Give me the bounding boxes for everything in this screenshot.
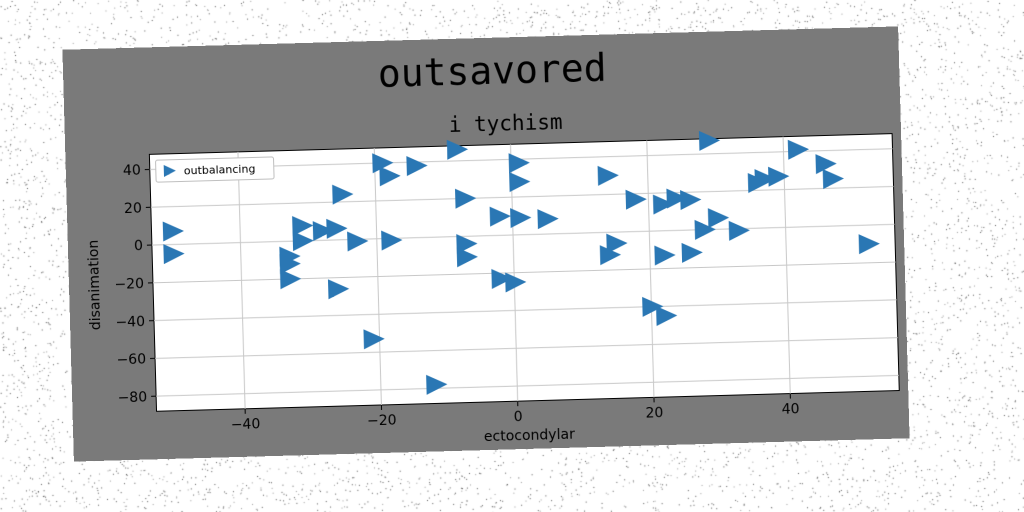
scatter-point [606, 233, 628, 254]
y-tick-label: 0 [134, 238, 143, 254]
scatter-point [279, 254, 301, 275]
chart-title: i tychism [448, 110, 562, 137]
grid-line-y [150, 186, 894, 208]
grid-line-y [153, 299, 897, 322]
scatter-point [363, 329, 385, 350]
legend-marker [163, 164, 176, 177]
scatter-point [372, 153, 394, 174]
scatter-point [858, 234, 880, 255]
scatter-point [426, 374, 448, 395]
scatter-point [652, 194, 675, 215]
scatter-point [446, 139, 469, 160]
y-tick-label: −60 [116, 352, 146, 369]
scatter-point [279, 269, 302, 290]
scatter-point [163, 244, 185, 265]
scatter-point [379, 166, 401, 187]
scatter-point [508, 153, 530, 174]
scatter-point [642, 296, 664, 317]
scatter-point [456, 247, 478, 268]
x-tick-label: 0 [513, 409, 522, 425]
y-axis-label: disanimation [86, 240, 105, 331]
data-markers [162, 130, 880, 395]
y-tick-label: 20 [124, 201, 142, 217]
scatter-point [768, 166, 790, 187]
scatter-point [347, 231, 369, 252]
scatter-point [754, 169, 776, 190]
scatter-point [656, 306, 678, 327]
scatter-point [698, 130, 721, 151]
scatter-point [599, 245, 622, 266]
scatter-point [292, 231, 314, 252]
x-tick-label: −40 [231, 416, 261, 433]
scatter-chart: outsavored i tychism −40 −20 0 20 40−80−60−4… [86, 46, 900, 446]
grid-line-y [155, 337, 898, 359]
scatter-point [728, 220, 750, 241]
scatter-point [694, 219, 716, 240]
y-tick-label: −20 [114, 276, 144, 293]
x-tick-label: −20 [367, 413, 397, 430]
scatter-point [787, 139, 810, 160]
legend-box [155, 156, 275, 183]
scatter-point [822, 169, 844, 190]
scatter-point [625, 189, 647, 210]
scatter-point [406, 156, 428, 177]
scatter-point [510, 208, 532, 229]
scatter-point [326, 218, 348, 239]
scatter-point [654, 245, 676, 266]
scatter-point [707, 208, 730, 229]
scatter-point [815, 154, 837, 175]
scatter-point [455, 188, 477, 209]
x-tick-label: 40 [782, 401, 800, 417]
y-tick-label: −80 [117, 389, 147, 406]
scatter-point [537, 209, 559, 230]
scatter-point [666, 188, 688, 209]
axis-ticks: −40 −20 0 20 40 −80 −60 −40 −20 0 20 40 [114, 163, 800, 433]
scatter-point [597, 165, 619, 186]
scatter-point [489, 206, 511, 227]
scatter-point [509, 172, 531, 193]
scatter-point [505, 272, 527, 293]
scatter-point [312, 221, 334, 242]
chart-suptitle: outsavored [377, 46, 607, 96]
scatter-point [456, 234, 478, 255]
x-tick-label: 20 [645, 405, 663, 421]
legend: outbalancing [155, 156, 275, 183]
scatter-point [681, 242, 703, 263]
x-axis-label: ectocondylar [484, 427, 576, 446]
chart-figure: outsavored i tychism −40 −20 0 20 40 −80 −60 −4… [62, 26, 910, 462]
y-tick-label: −40 [115, 314, 145, 331]
scatter-point [491, 269, 513, 290]
legend-label: outbalancing [184, 162, 256, 177]
scatter-point [332, 184, 354, 205]
scatter-point [162, 221, 184, 242]
scatter-point [327, 279, 350, 300]
scatter-point [292, 215, 314, 236]
grid-line-y [151, 223, 895, 246]
grid-line-y [152, 261, 896, 284]
scatter-point [680, 190, 702, 211]
scatter-point [381, 230, 403, 251]
y-tick-label: 40 [123, 163, 141, 179]
grid-line-y [156, 374, 899, 397]
